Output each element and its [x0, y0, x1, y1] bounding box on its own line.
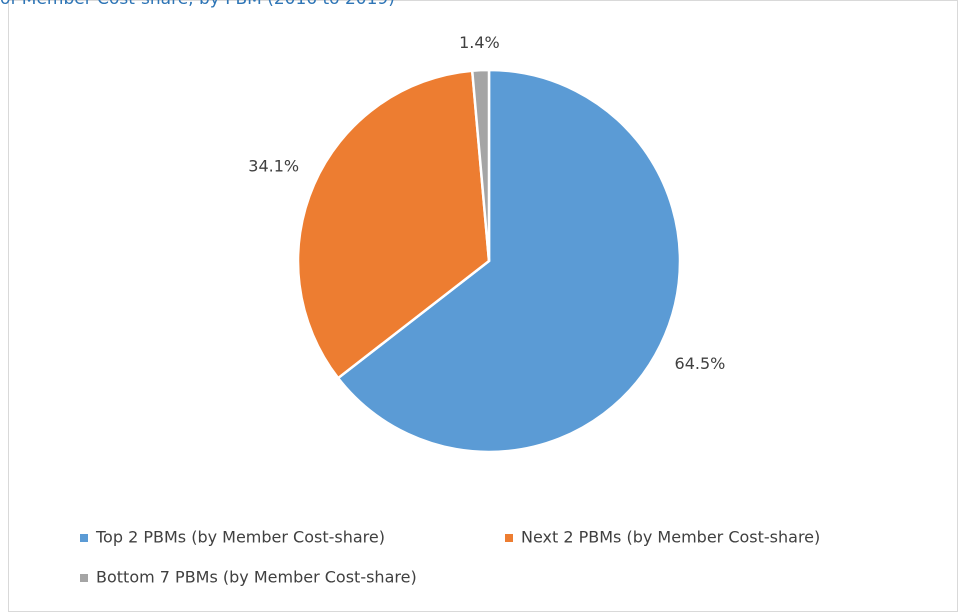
data-label: 1.4%: [459, 33, 500, 52]
legend-marker: [505, 534, 513, 542]
legend-label: Bottom 7 PBMs (by Member Cost-share): [96, 568, 417, 587]
legend-marker: [80, 574, 88, 582]
legend-marker: [80, 534, 88, 542]
pie-slice: [296, 69, 491, 380]
pie-slice: [336, 68, 682, 454]
legend-label: Top 2 PBMs (by Member Cost-share): [95, 528, 385, 547]
legend-label: Next 2 PBMs (by Member Cost-share): [521, 528, 820, 547]
chart-title: of Member Cost-share, by PBM (2016 to 20…: [0, 0, 395, 9]
data-label: 34.1%: [248, 157, 299, 176]
data-label: 64.5%: [675, 354, 726, 373]
pie-slice: [470, 68, 491, 262]
